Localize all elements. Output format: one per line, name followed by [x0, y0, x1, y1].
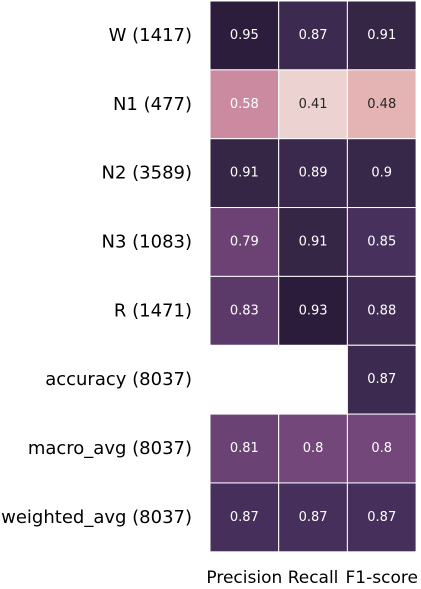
- cell-value-label: 0.83: [230, 303, 259, 318]
- cell-value-label: 0.9: [371, 166, 392, 181]
- heatmap-cell: [209, 69, 280, 140]
- row-tick-label: accuracy (8037): [45, 369, 192, 390]
- column-tick-label: F1-score: [346, 568, 418, 588]
- heatmap-cell: [346, 275, 417, 346]
- heatmap-cell: [278, 138, 348, 209]
- cell-value-label: 0.91: [299, 234, 328, 249]
- cell-value-label: 0.58: [230, 97, 259, 112]
- heatmap-cell: [209, 413, 280, 484]
- cell-value-label: 0.87: [367, 510, 396, 525]
- cell-value-label: 0.79: [230, 234, 259, 249]
- row-tick-label: macro_avg (8037): [28, 438, 192, 459]
- heatmap-cell: [346, 344, 417, 415]
- cell-value-label: 0.91: [230, 166, 259, 181]
- cell-value-label: 0.87: [367, 372, 396, 387]
- heatmap-cell: [209, 275, 280, 346]
- cell-value-label: 0.95: [230, 28, 259, 43]
- row-tick-label: W (1417): [109, 25, 192, 46]
- heatmap-cell: [209, 482, 280, 553]
- heatmap-cell: [278, 275, 348, 346]
- cell-value-label: 0.89: [299, 166, 328, 181]
- row-tick-label: N2 (3589): [102, 163, 193, 184]
- column-tick-label: Precision: [206, 568, 282, 588]
- cell-value-label: 0.93: [299, 303, 328, 318]
- row-labels: W (1417) N1 (477) N2 (3589) N3 (1083) R (147…: [1, 25, 192, 528]
- heatmap-cells: [209, 0, 417, 553]
- row-tick-label: weighted_avg (8037): [1, 507, 192, 528]
- heatmap-cell: [278, 0, 348, 71]
- heatmap-cell: [278, 413, 348, 484]
- heatmap-cell: [209, 0, 280, 71]
- heatmap-cell: [278, 482, 348, 553]
- column-tick-label: Recall: [288, 568, 339, 588]
- cell-value-label: 0.91: [367, 28, 396, 43]
- cell-value-label: 0.87: [299, 510, 328, 525]
- heatmap-cell: [346, 0, 417, 71]
- heatmap-cell: [346, 207, 417, 277]
- cell-value-label: 0.81: [230, 441, 259, 456]
- row-tick-label: N3 (1083): [102, 231, 193, 252]
- heatmap-cell: [346, 413, 417, 484]
- cell-value-label: 0.8: [303, 441, 324, 456]
- heatmap-cell: [209, 207, 280, 277]
- heatmap-values: 0.95 0.87 0.91 0.58 0.41 0.48 0.91 0.89 0.9 0.79 0…: [230, 28, 396, 525]
- cell-value-label: 0.87: [299, 28, 328, 43]
- heatmap-cell: [346, 482, 417, 553]
- cell-value-label: 0.87: [230, 510, 259, 525]
- cell-value-label: 0.85: [367, 234, 396, 249]
- cell-value-label: 0.41: [299, 97, 328, 112]
- row-tick-label: R (1471): [114, 300, 192, 321]
- cell-value-label: 0.8: [371, 441, 392, 456]
- heatmap-cell: [346, 69, 417, 140]
- cell-value-label: 0.88: [367, 303, 396, 318]
- row-tick-label: N1 (477): [113, 94, 192, 115]
- cell-value-label: 0.48: [367, 97, 396, 112]
- column-labels: Precision Recall F1-score: [206, 568, 418, 588]
